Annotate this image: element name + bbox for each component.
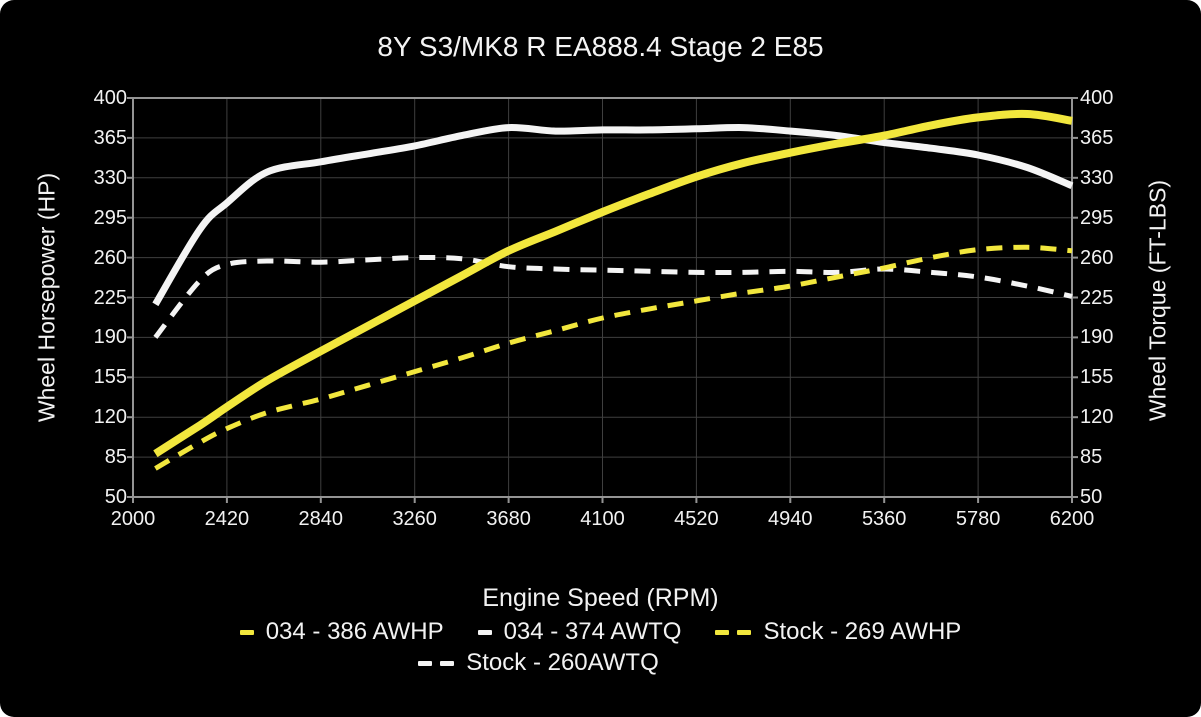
- legend-row-1: 034 - 386 AWHP 034 - 374 AWTQ Stock - 26…: [0, 618, 1201, 646]
- tick-label: 400: [1080, 87, 1114, 109]
- tick-label: 330: [1080, 166, 1114, 189]
- solid-line-swatch-segment: [239, 629, 254, 635]
- tick-label: 50: [1080, 486, 1103, 508]
- legend-row-2: Stock - 260AWTQ: [0, 649, 1139, 677]
- legend-swatch-034-awhp: [239, 629, 254, 635]
- tick-label: 295: [1080, 206, 1114, 229]
- legend-label-034-awhp: 034 - 386 AWHP: [265, 618, 444, 645]
- tick-label: 400: [93, 87, 127, 109]
- curve-034-awtq: [152, 124, 1074, 307]
- x-axis-title: Engine Speed (RPM): [482, 584, 719, 612]
- tick-label: 5360: [861, 508, 907, 530]
- legend-swatch-034-awtq: [477, 629, 492, 635]
- tick-label: 155: [93, 366, 127, 389]
- tick-label: 85: [1080, 446, 1103, 469]
- tick-label: 225: [93, 286, 127, 309]
- tick-label: 3260: [392, 508, 437, 530]
- solid-line-swatch-segment: [477, 629, 492, 635]
- tick-label: 4100: [580, 508, 625, 530]
- curve-034-awhp: [153, 109, 1073, 458]
- legend-item-stock-awhp: Stock - 269 AWHP: [715, 618, 961, 646]
- tick-label: 4940: [768, 508, 813, 530]
- tick-label: 190: [93, 326, 127, 349]
- tick-label: 2000: [110, 508, 156, 530]
- tick-label: 85: [104, 446, 127, 469]
- tick-label: 330: [93, 166, 127, 189]
- tick-label: 6200: [1049, 508, 1095, 530]
- tick-label: 225: [1080, 286, 1114, 309]
- tick-label: 2420: [204, 508, 250, 530]
- curve-stock-awhp: [154, 244, 1073, 471]
- dashed-line-swatch-segment: [418, 660, 433, 666]
- legend-item-034-awtq: 034 - 374 AWTQ: [477, 618, 682, 646]
- legend-swatch-stock-awhp: [715, 629, 752, 635]
- legend-label-stock-awtq: Stock - 260AWTQ: [466, 649, 659, 676]
- legend-item-034-awhp: 034 - 386 AWHP: [239, 618, 444, 646]
- tick-label: 260: [93, 246, 127, 269]
- tick-label: 3680: [486, 508, 531, 530]
- tick-label: 260: [1080, 246, 1114, 269]
- plot-border: [132, 97, 1073, 498]
- tick-label: 120: [93, 406, 127, 429]
- legend-swatch-stock-awtq: [418, 660, 455, 666]
- legend-label-034-awtq: 034 - 374 AWTQ: [503, 618, 682, 645]
- tick-label: 155: [1080, 366, 1114, 389]
- tick-label: 120: [1080, 406, 1114, 429]
- dashed-line-swatch-segment: [715, 629, 730, 635]
- tick-label: 50: [104, 486, 127, 508]
- tick-label: 190: [1080, 326, 1114, 349]
- legend-label-stock-awhp: Stock - 269 AWHP: [763, 618, 962, 645]
- dashed-line-swatch-segment: [440, 660, 455, 666]
- tick-label: 4520: [674, 508, 719, 530]
- tick-label: 365: [93, 126, 127, 149]
- tick-label: 2840: [298, 508, 344, 530]
- tick-label: 365: [1080, 126, 1114, 149]
- curve-stock-awtq: [153, 254, 1073, 339]
- chart-title: 8Y S3/MK8 R EA888.4 Stage 2 E85: [377, 31, 824, 62]
- tick-label: 295: [93, 206, 127, 229]
- legend-item-stock-awtq: Stock - 260AWTQ: [418, 649, 659, 677]
- tick-label: 5780: [955, 508, 1001, 530]
- dashed-line-swatch-segment: [737, 629, 752, 635]
